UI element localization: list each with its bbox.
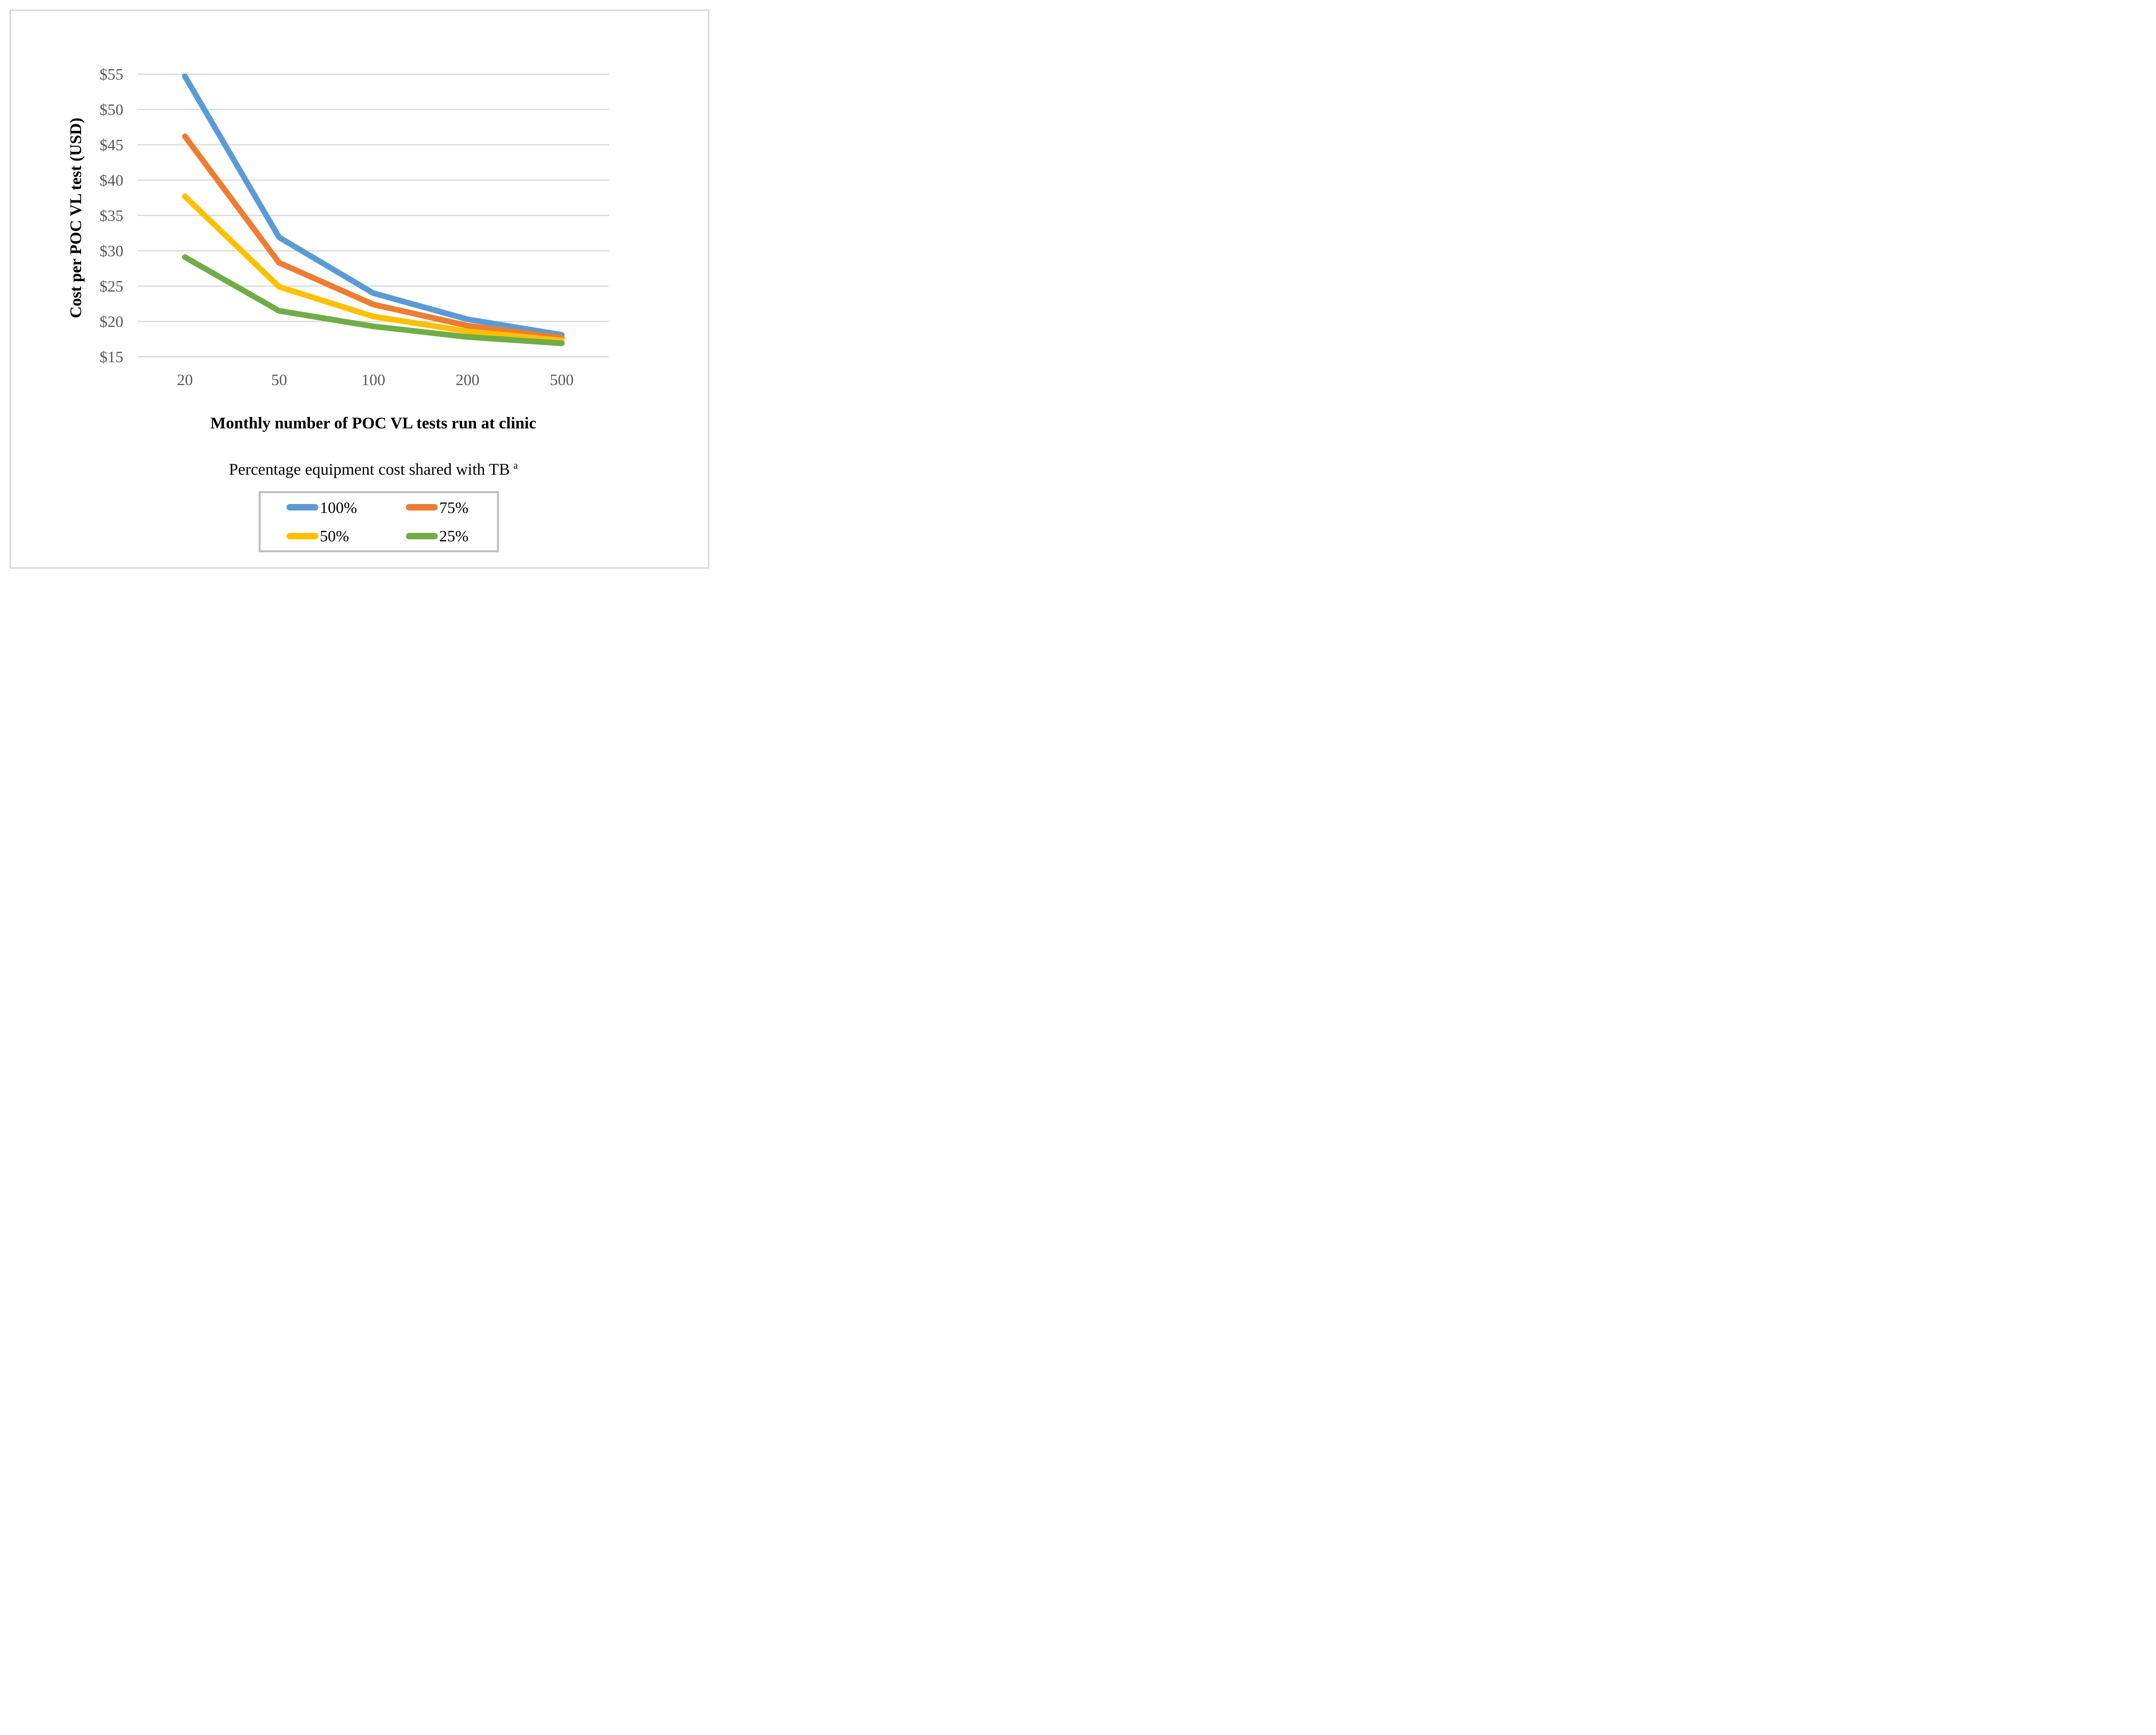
legend-item-25: 25% (406, 525, 497, 547)
legend-label-100: 100% (320, 498, 357, 516)
y-tick-label: $20 (99, 312, 123, 330)
legend-title-superscript: a (513, 460, 518, 471)
legend-item-75: 75% (406, 497, 497, 518)
figure-page: Cost per POC VL test (USD) $15 $20 $25 $30 $… (0, 0, 719, 578)
y-tick-label: $55 (99, 65, 123, 83)
series-line-50% (182, 193, 565, 344)
x-tick-label: 20 (177, 371, 193, 389)
legend-label-25: 25% (439, 527, 469, 545)
series-line-100% (182, 73, 565, 338)
legend-marker-100 (287, 504, 318, 511)
legend-title: Percentage equipment cost shared with TB… (138, 460, 609, 479)
x-axis-title: Monthly number of POC VL tests run at cl… (210, 414, 537, 432)
y-tick-label: $50 (99, 101, 123, 118)
legend: 100% 75% 50% 25% (259, 491, 499, 552)
x-tick-label: 50 (271, 371, 288, 389)
legend-label-75: 75% (439, 498, 469, 516)
legend-marker-75 (406, 504, 438, 511)
legend-item-50: 50% (287, 525, 406, 547)
legend-title-text: Percentage equipment cost shared with TB (229, 461, 510, 479)
y-tick-label: $40 (99, 171, 123, 189)
legend-marker-50 (287, 532, 318, 539)
x-tick-label: 500 (550, 371, 574, 389)
line-chart-canvas (138, 73, 609, 358)
legend-label-50: 50% (320, 527, 349, 545)
legend-marker-25 (406, 532, 438, 539)
x-tick-label: 100 (361, 371, 386, 389)
series-line-75% (182, 133, 565, 341)
legend-item-100: 100% (287, 497, 406, 518)
series-line-25% (182, 254, 565, 346)
y-tick-label: $35 (99, 206, 123, 224)
y-tick-label: $30 (99, 242, 123, 260)
y-tick-label: $25 (99, 277, 123, 295)
x-tick-label: 200 (455, 371, 480, 389)
y-tick-label: $45 (99, 136, 123, 154)
y-tick-label: $15 (99, 348, 123, 366)
